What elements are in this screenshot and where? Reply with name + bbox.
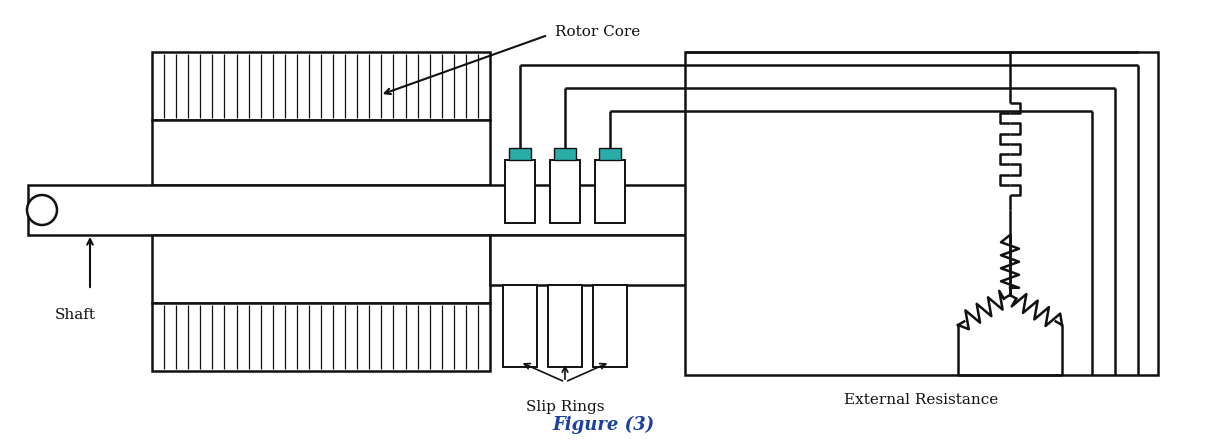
- Bar: [509, 148, 531, 160]
- Text: Shaft: Shaft: [54, 308, 95, 322]
- Bar: [152, 120, 490, 185]
- Bar: [152, 52, 490, 120]
- Bar: [599, 148, 621, 160]
- Bar: [28, 185, 750, 235]
- Text: Rotor Core: Rotor Core: [555, 25, 640, 39]
- Bar: [595, 160, 625, 223]
- Bar: [550, 160, 580, 223]
- Bar: [505, 160, 535, 223]
- Bar: [152, 235, 490, 303]
- Bar: [548, 285, 582, 367]
- Bar: [593, 285, 627, 367]
- Bar: [503, 285, 537, 367]
- Bar: [152, 303, 490, 371]
- Text: Slip Rings: Slip Rings: [526, 400, 604, 414]
- Text: Figure (3): Figure (3): [552, 416, 654, 434]
- Bar: [685, 52, 1158, 375]
- Circle shape: [27, 195, 57, 225]
- Text: External Resistance: External Resistance: [844, 393, 999, 407]
- Bar: [490, 235, 690, 285]
- Bar: [554, 148, 576, 160]
